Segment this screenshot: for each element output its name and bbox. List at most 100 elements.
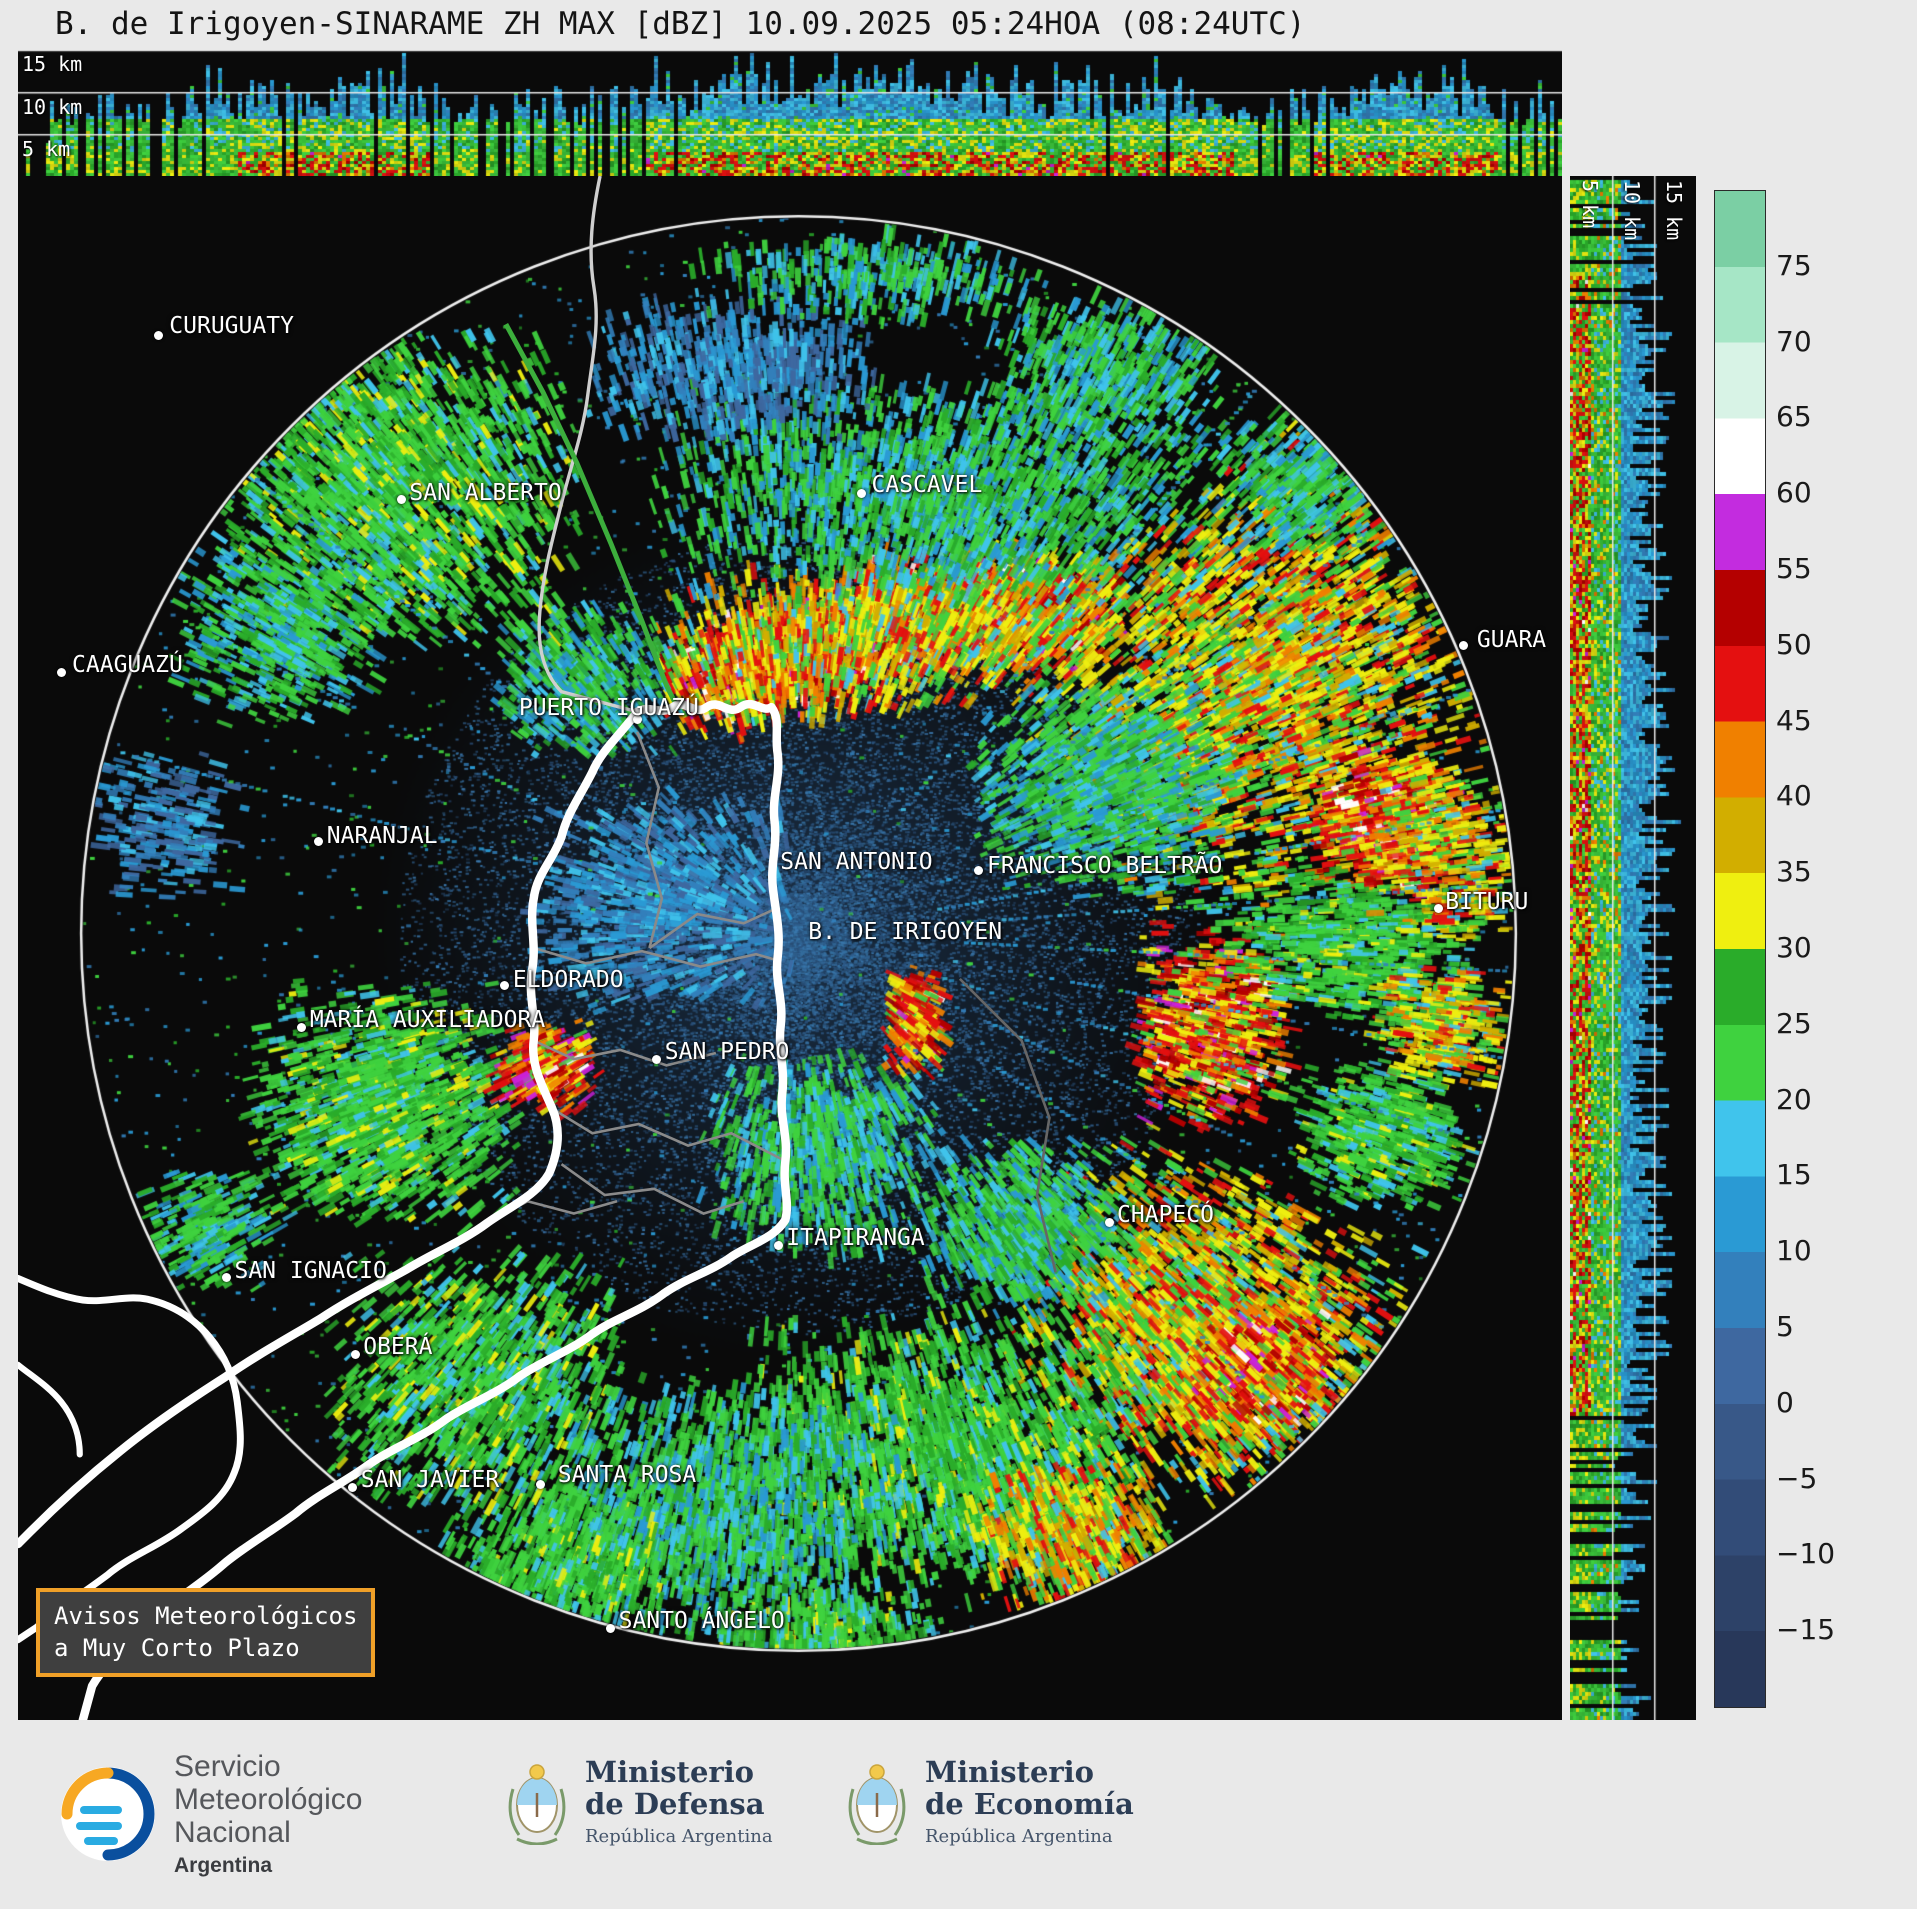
southwest-tributary-path [18,1361,83,1458]
smn-line-2: Meteorológico [174,1783,363,1816]
city-marker-dot [857,488,867,498]
colorbar-tick-50: 50 [1776,627,1812,661]
city-marker-dot [350,1350,360,1360]
right-cross-section-panel: 5 km 10 km 15 km [1570,176,1696,1720]
city-label: CAAGUAZÚ [72,651,183,678]
colorbar-tick-40: 40 [1776,779,1812,813]
colorbar-tick-65: 65 [1776,400,1812,434]
warning-box: Avisos Meteorológicos a Muy Corto Plazo [36,1588,376,1677]
page-title: B. de Irigoyen-SINARAME ZH MAX [dBZ] 10.… [55,6,1306,42]
city-label: OBERÁ [363,1334,433,1361]
defensa-wordmark: Ministerio de Defensa República Argentin… [585,1756,773,1847]
colorbar-tick-45: 45 [1776,703,1812,737]
city-label: SAN ANTONIO [780,849,933,876]
city-label: SAN IGNACIO [234,1257,387,1284]
colorbar-tick-15: 15 [1776,1158,1812,1192]
city-marker-dot [347,1482,357,1492]
altitude-label-15km-right: 15 km [1662,180,1686,241]
city-label: SANTO ÁNGELO [618,1607,785,1634]
city-marker-dot [396,495,406,505]
warning-line-1: Avisos Meteorológicos [54,1602,358,1630]
city-label: FRANCISCO BELTRÃO [987,852,1223,879]
city-label: SAN ALBERTO [409,480,562,507]
economia-line-1: Ministerio [925,1755,1095,1789]
altitude-label-15km: 15 km [22,52,83,76]
city-marker-dot [500,981,510,991]
defensa-coat-icon [508,1764,566,1846]
city-marker-dot [297,1023,307,1033]
city-marker-dot [1459,641,1469,651]
city-label: CURUGUATY [169,313,294,340]
smn-logo-icon [61,1766,155,1861]
colorbar-tick-−5: −5 [1776,1461,1818,1495]
city-label: ITAPIRANGA [786,1224,925,1251]
city-marker-dot [1104,1217,1114,1227]
colorbar-tick-−10: −10 [1776,1537,1836,1571]
altitude-label-10km: 10 km [22,95,83,119]
city-marker-dot [153,331,163,341]
altitude-label-5km-right: 5 km [1578,180,1602,229]
footer: Servicio Meteorológico Nacional Argentin… [0,1742,1917,1902]
city-label: SANTA ROSA [557,1461,697,1488]
colorbar-tick-5: 5 [1776,1310,1794,1343]
city-marker-dot [632,715,642,725]
city-marker-dot [56,668,66,678]
defensa-line-2: de Defensa [585,1787,765,1822]
smn-wordmark: Servicio Meteorológico Nacional Argentin… [174,1750,362,1877]
city-label: CASCAVEL [871,472,983,499]
colorbar-tick-−15: −15 [1776,1613,1836,1647]
defensa-line-1: Ministerio [585,1755,755,1789]
geo-borders-svg [18,176,1057,1720]
southwest-border-path [18,1274,244,1644]
colorbar-tick-75: 75 [1776,248,1812,282]
uruguay-river-path [78,699,792,1720]
city-marker-dot [606,1623,616,1633]
economia-line-2: de Economía [925,1787,1134,1822]
colorbar-tick-55: 55 [1776,552,1812,585]
city-marker-dot [652,1054,662,1064]
economia-line-3: República Argentina [925,1825,1113,1847]
top-cross-section-panel: 15 km 10 km 5 km [18,50,1562,176]
highway-path [503,323,682,712]
smn-logo: Servicio Meteorológico Nacional Argentin… [58,1750,362,1877]
colorbar-tick-20: 20 [1776,1082,1812,1116]
top-profile-canvas [18,50,1562,176]
warning-line-2: a Muy Corto Plazo [54,1634,300,1663]
city-marker-dot [314,837,324,846]
city-label: SAN PEDRO [664,1038,790,1065]
economia-wordmark: Ministerio de Economía República Argenti… [925,1756,1134,1847]
city-label: CHAPECÓ [1117,1201,1214,1228]
colorbar-tick-35: 35 [1776,855,1812,889]
city-label: SAN JAVIER [360,1466,500,1493]
parana-river-path [18,707,642,1549]
colorbar-tick-30: 30 [1776,931,1812,964]
colorbar-tick-25: 25 [1776,1006,1812,1040]
smn-line-1: Servicio [174,1750,281,1783]
city-label: PUERTO IGUAZÚ [518,694,699,721]
city-label: NARANJAL [326,822,438,849]
altitude-label-10km-right: 10 km [1620,180,1644,241]
city-marker-dot [1434,903,1444,913]
altitude-label-5km: 5 km [22,137,71,161]
city-label: B. DE IRIGOYEN [808,918,1003,945]
defensa-line-3: República Argentina [585,1825,773,1847]
city-label: BITURU [1445,889,1529,916]
colorbar-tick-10: 10 [1776,1234,1812,1268]
colorbar-tick-70: 70 [1776,324,1812,358]
city-label: ELDORADO [512,967,624,994]
smn-line-3: Nacional [174,1816,291,1849]
city-label: MARÍA AUXILIADORA [309,1007,546,1034]
city-marker-dot [974,866,984,876]
radar-map-panel: CURUGUATY SAN ALBERTO CASCAVEL CAAGUAZÚ PUER… [18,176,1562,1720]
city-label: GUARA [1476,626,1547,653]
river-borders [18,699,792,1720]
city-marker-dot [221,1273,231,1283]
colorbar-tick-0: 0 [1776,1385,1794,1419]
ministerio-defensa-logo: Ministerio de Defensa República Argentin… [505,1756,773,1847]
city-marker-dot [535,1480,545,1490]
cities-layer: CURUGUATY SAN ALBERTO CASCAVEL CAAGUAZÚ PUER… [18,176,1562,1720]
radar-echoes-canvas [18,176,1562,1720]
colorbar-tick-60: 60 [1776,476,1812,510]
smn-line-4: Argentina [174,1854,273,1877]
economia-coat-icon [848,1764,906,1846]
